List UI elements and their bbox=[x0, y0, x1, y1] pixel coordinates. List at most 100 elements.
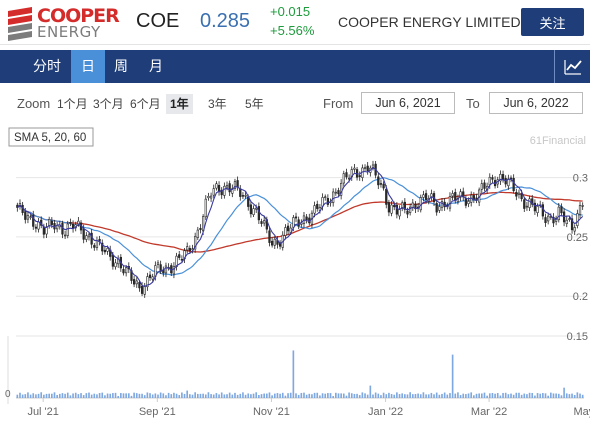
volume-bar bbox=[483, 392, 486, 398]
candle-body bbox=[332, 191, 335, 203]
x-tick-label: Sep '21 bbox=[139, 406, 176, 418]
volume-bar bbox=[542, 393, 544, 398]
logo-text-top: COOPER bbox=[37, 5, 120, 27]
candle-body bbox=[125, 267, 128, 274]
volume-bar bbox=[194, 392, 196, 398]
volume-bar bbox=[295, 393, 297, 398]
volume-bar bbox=[109, 393, 112, 398]
candle-body bbox=[570, 218, 574, 231]
candle-body bbox=[560, 206, 563, 214]
x-tick-label: May '22 bbox=[574, 406, 590, 418]
volume-bar bbox=[364, 393, 366, 398]
volume-bar bbox=[263, 393, 265, 398]
volume-bar bbox=[258, 395, 260, 398]
tab-daily[interactable]: 日 bbox=[71, 50, 105, 83]
volume-bar bbox=[260, 394, 263, 398]
candle-body bbox=[337, 190, 340, 195]
zoom-1-month[interactable]: 1个月 bbox=[57, 97, 88, 111]
zoom-3-years[interactable]: 3年 bbox=[208, 97, 227, 111]
volume-bar bbox=[231, 394, 234, 398]
volume-bar bbox=[520, 394, 523, 398]
candle-body bbox=[138, 282, 141, 289]
zoom-1-year[interactable]: 1年 bbox=[166, 94, 193, 114]
candle-body bbox=[403, 201, 406, 210]
candle-body bbox=[204, 198, 207, 218]
candle-body bbox=[207, 195, 210, 199]
volume-bar bbox=[449, 393, 451, 398]
volume-bar bbox=[64, 393, 66, 398]
volume-bar bbox=[332, 396, 335, 398]
volume-bar bbox=[499, 395, 502, 398]
volume-bar bbox=[69, 395, 72, 398]
candle-body bbox=[578, 205, 582, 215]
candle-body bbox=[459, 191, 462, 198]
candle-body bbox=[212, 188, 215, 196]
volume-bar bbox=[345, 395, 348, 398]
candle-body bbox=[34, 226, 38, 229]
candle-body bbox=[249, 204, 253, 215]
volume-bar bbox=[512, 394, 515, 398]
candle-body bbox=[387, 202, 391, 213]
candle-body bbox=[82, 228, 85, 240]
candle-body bbox=[233, 181, 237, 189]
candle-body bbox=[103, 249, 107, 253]
zoom-6-months[interactable]: 6个月 bbox=[130, 97, 161, 111]
candle-body bbox=[515, 192, 518, 197]
volume-bar bbox=[61, 393, 64, 398]
follow-button[interactable]: 关注 bbox=[521, 8, 584, 36]
candle-body bbox=[26, 215, 30, 220]
tab-weekly[interactable]: 周 bbox=[114, 58, 128, 74]
volume-bar bbox=[297, 394, 300, 398]
x-tick-label: Jul '21 bbox=[27, 406, 58, 418]
volume-bar bbox=[303, 392, 305, 398]
volume-bar bbox=[117, 396, 120, 398]
volume-bar bbox=[196, 393, 199, 398]
candle-body bbox=[156, 262, 160, 265]
price-chart[interactable]: 0.3 0.25 0.2 0.15 0 Jul '21 Sep '21 Nov '21 Jan … bbox=[0, 122, 590, 442]
volume-bar bbox=[560, 395, 563, 398]
volume-bar bbox=[223, 394, 226, 398]
candle-body bbox=[37, 221, 40, 230]
candle-body bbox=[66, 223, 69, 236]
volume-bar bbox=[284, 395, 287, 398]
candle-body bbox=[220, 189, 223, 196]
volume-bar bbox=[544, 393, 547, 398]
candle-body bbox=[164, 265, 168, 274]
from-date-input[interactable] bbox=[361, 92, 455, 114]
volume-bar bbox=[335, 392, 337, 398]
volume-bar bbox=[183, 393, 186, 398]
zoom-3-months[interactable]: 3个月 bbox=[93, 97, 124, 111]
chart-type-toggle[interactable] bbox=[554, 50, 590, 83]
volume-bar bbox=[207, 392, 210, 398]
candle-body bbox=[525, 205, 529, 208]
candle-body bbox=[363, 167, 367, 169]
volume-bar bbox=[186, 390, 189, 398]
candle-body bbox=[273, 238, 276, 246]
to-label: To bbox=[466, 96, 480, 111]
volume-bar bbox=[523, 393, 526, 398]
zoom-5-years[interactable]: 5年 bbox=[245, 97, 264, 111]
volume-bar bbox=[88, 392, 90, 398]
volume-bar bbox=[478, 393, 480, 398]
candle-body bbox=[533, 202, 537, 212]
candle-body bbox=[491, 177, 494, 180]
candle-body bbox=[541, 204, 544, 217]
tab-monthly[interactable]: 月 bbox=[149, 58, 163, 74]
x-tick-label: Jan '22 bbox=[368, 406, 403, 418]
volume-bar bbox=[234, 392, 236, 398]
volume-bar bbox=[58, 393, 61, 398]
volume-bar bbox=[369, 385, 372, 398]
candle-body bbox=[209, 195, 213, 199]
candle-body bbox=[143, 285, 146, 295]
candle-body bbox=[225, 184, 229, 188]
volume-bar bbox=[435, 392, 438, 398]
candle-body bbox=[135, 280, 138, 285]
candle-body bbox=[186, 246, 189, 251]
indicator-legend-box[interactable] bbox=[8, 127, 94, 147]
volume-bar bbox=[406, 394, 409, 398]
volume-bar bbox=[220, 392, 223, 398]
volume-bar bbox=[45, 393, 48, 398]
tab-intraday[interactable]: 分时 bbox=[33, 58, 61, 74]
to-date-input[interactable] bbox=[489, 92, 583, 114]
candle-body bbox=[42, 226, 45, 235]
